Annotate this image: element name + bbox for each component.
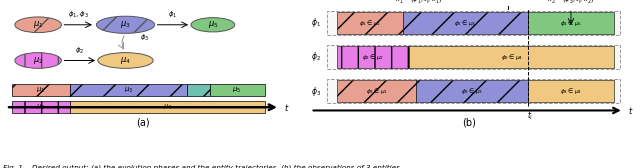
Text: $\phi_1,\phi_3$: $\phi_1,\phi_3$: [68, 10, 88, 20]
Text: Fig. 1.   Desired output: (a) the evolution phases and the entity trajectories, : Fig. 1. Desired output: (a) the evolutio…: [3, 165, 400, 168]
Text: $\phi_3\in\mu_3$: $\phi_3\in\mu_3$: [461, 86, 483, 96]
Text: $t$: $t$: [628, 105, 633, 116]
Text: $\mu_5$: $\mu_5$: [207, 19, 218, 30]
Text: $\phi_3\in\mu_4$: $\phi_3\in\mu_4$: [560, 86, 582, 96]
Ellipse shape: [98, 53, 153, 68]
Text: $\phi_2$: $\phi_2$: [75, 46, 84, 56]
Bar: [337, 80, 416, 102]
Bar: [12, 101, 70, 113]
Text: (a): (a): [136, 118, 150, 128]
FancyBboxPatch shape: [327, 79, 620, 103]
Bar: [337, 46, 410, 68]
Ellipse shape: [15, 17, 61, 33]
Bar: [70, 101, 266, 113]
Bar: [12, 84, 70, 96]
Bar: [416, 80, 528, 102]
Text: $\phi_1$: $\phi_1$: [168, 10, 177, 20]
Bar: [210, 84, 266, 96]
Text: $\phi_2$: $\phi_2$: [310, 50, 321, 63]
Text: $x_1=(\phi_1, t_i, x_1^d)$: $x_1=(\phi_1, t_i, x_1^d)$: [396, 0, 444, 7]
Text: $x_2=(\phi_3, t_i, x_2^d)$: $x_2=(\phi_3, t_i, x_2^d)$: [547, 0, 595, 7]
Text: $\mu_4$: $\mu_4$: [163, 103, 172, 112]
Text: $\phi_2\in\mu_4$: $\phi_2\in\mu_4$: [500, 52, 523, 62]
Text: $\phi_1\in\mu_1$: $\phi_1\in\mu_1$: [359, 18, 381, 28]
Bar: [403, 12, 528, 34]
Text: $\mu_2$: $\mu_2$: [36, 103, 45, 112]
Text: $\phi_3$: $\phi_3$: [310, 85, 321, 98]
Text: $\mu_4$: $\mu_4$: [120, 55, 131, 66]
Text: $t_i$: $t_i$: [527, 110, 533, 122]
Text: $\phi_1$: $\phi_1$: [310, 16, 321, 29]
Text: $\mu_3$: $\mu_3$: [124, 86, 133, 95]
Text: $\mu_1$: $\mu_1$: [33, 19, 44, 30]
Text: (b): (b): [462, 118, 476, 128]
Text: $\phi_2\in\mu_2$: $\phi_2\in\mu_2$: [362, 52, 384, 62]
Bar: [187, 84, 210, 96]
Bar: [410, 46, 614, 68]
Text: $\phi_3$: $\phi_3$: [140, 33, 149, 43]
Bar: [70, 84, 187, 96]
Ellipse shape: [191, 18, 235, 32]
Ellipse shape: [15, 53, 61, 68]
Text: $\mu_3$: $\mu_3$: [120, 19, 131, 30]
Bar: [337, 12, 403, 34]
Text: $\phi_1\in\mu_5$: $\phi_1\in\mu_5$: [560, 18, 582, 28]
Text: $\mu_5$: $\mu_5$: [232, 86, 241, 95]
Ellipse shape: [97, 16, 155, 33]
Text: $\mu_1$: $\mu_1$: [36, 86, 45, 95]
Text: $\phi_3\in\mu_1$: $\phi_3\in\mu_1$: [365, 86, 387, 96]
Bar: [528, 12, 614, 34]
Bar: [528, 80, 614, 102]
FancyBboxPatch shape: [327, 45, 620, 69]
Text: $\mu_2$: $\mu_2$: [33, 55, 44, 66]
Text: $\phi_1\in\mu_3$: $\phi_1\in\mu_3$: [454, 18, 477, 28]
FancyBboxPatch shape: [327, 10, 620, 35]
Text: $t$: $t$: [284, 102, 290, 113]
